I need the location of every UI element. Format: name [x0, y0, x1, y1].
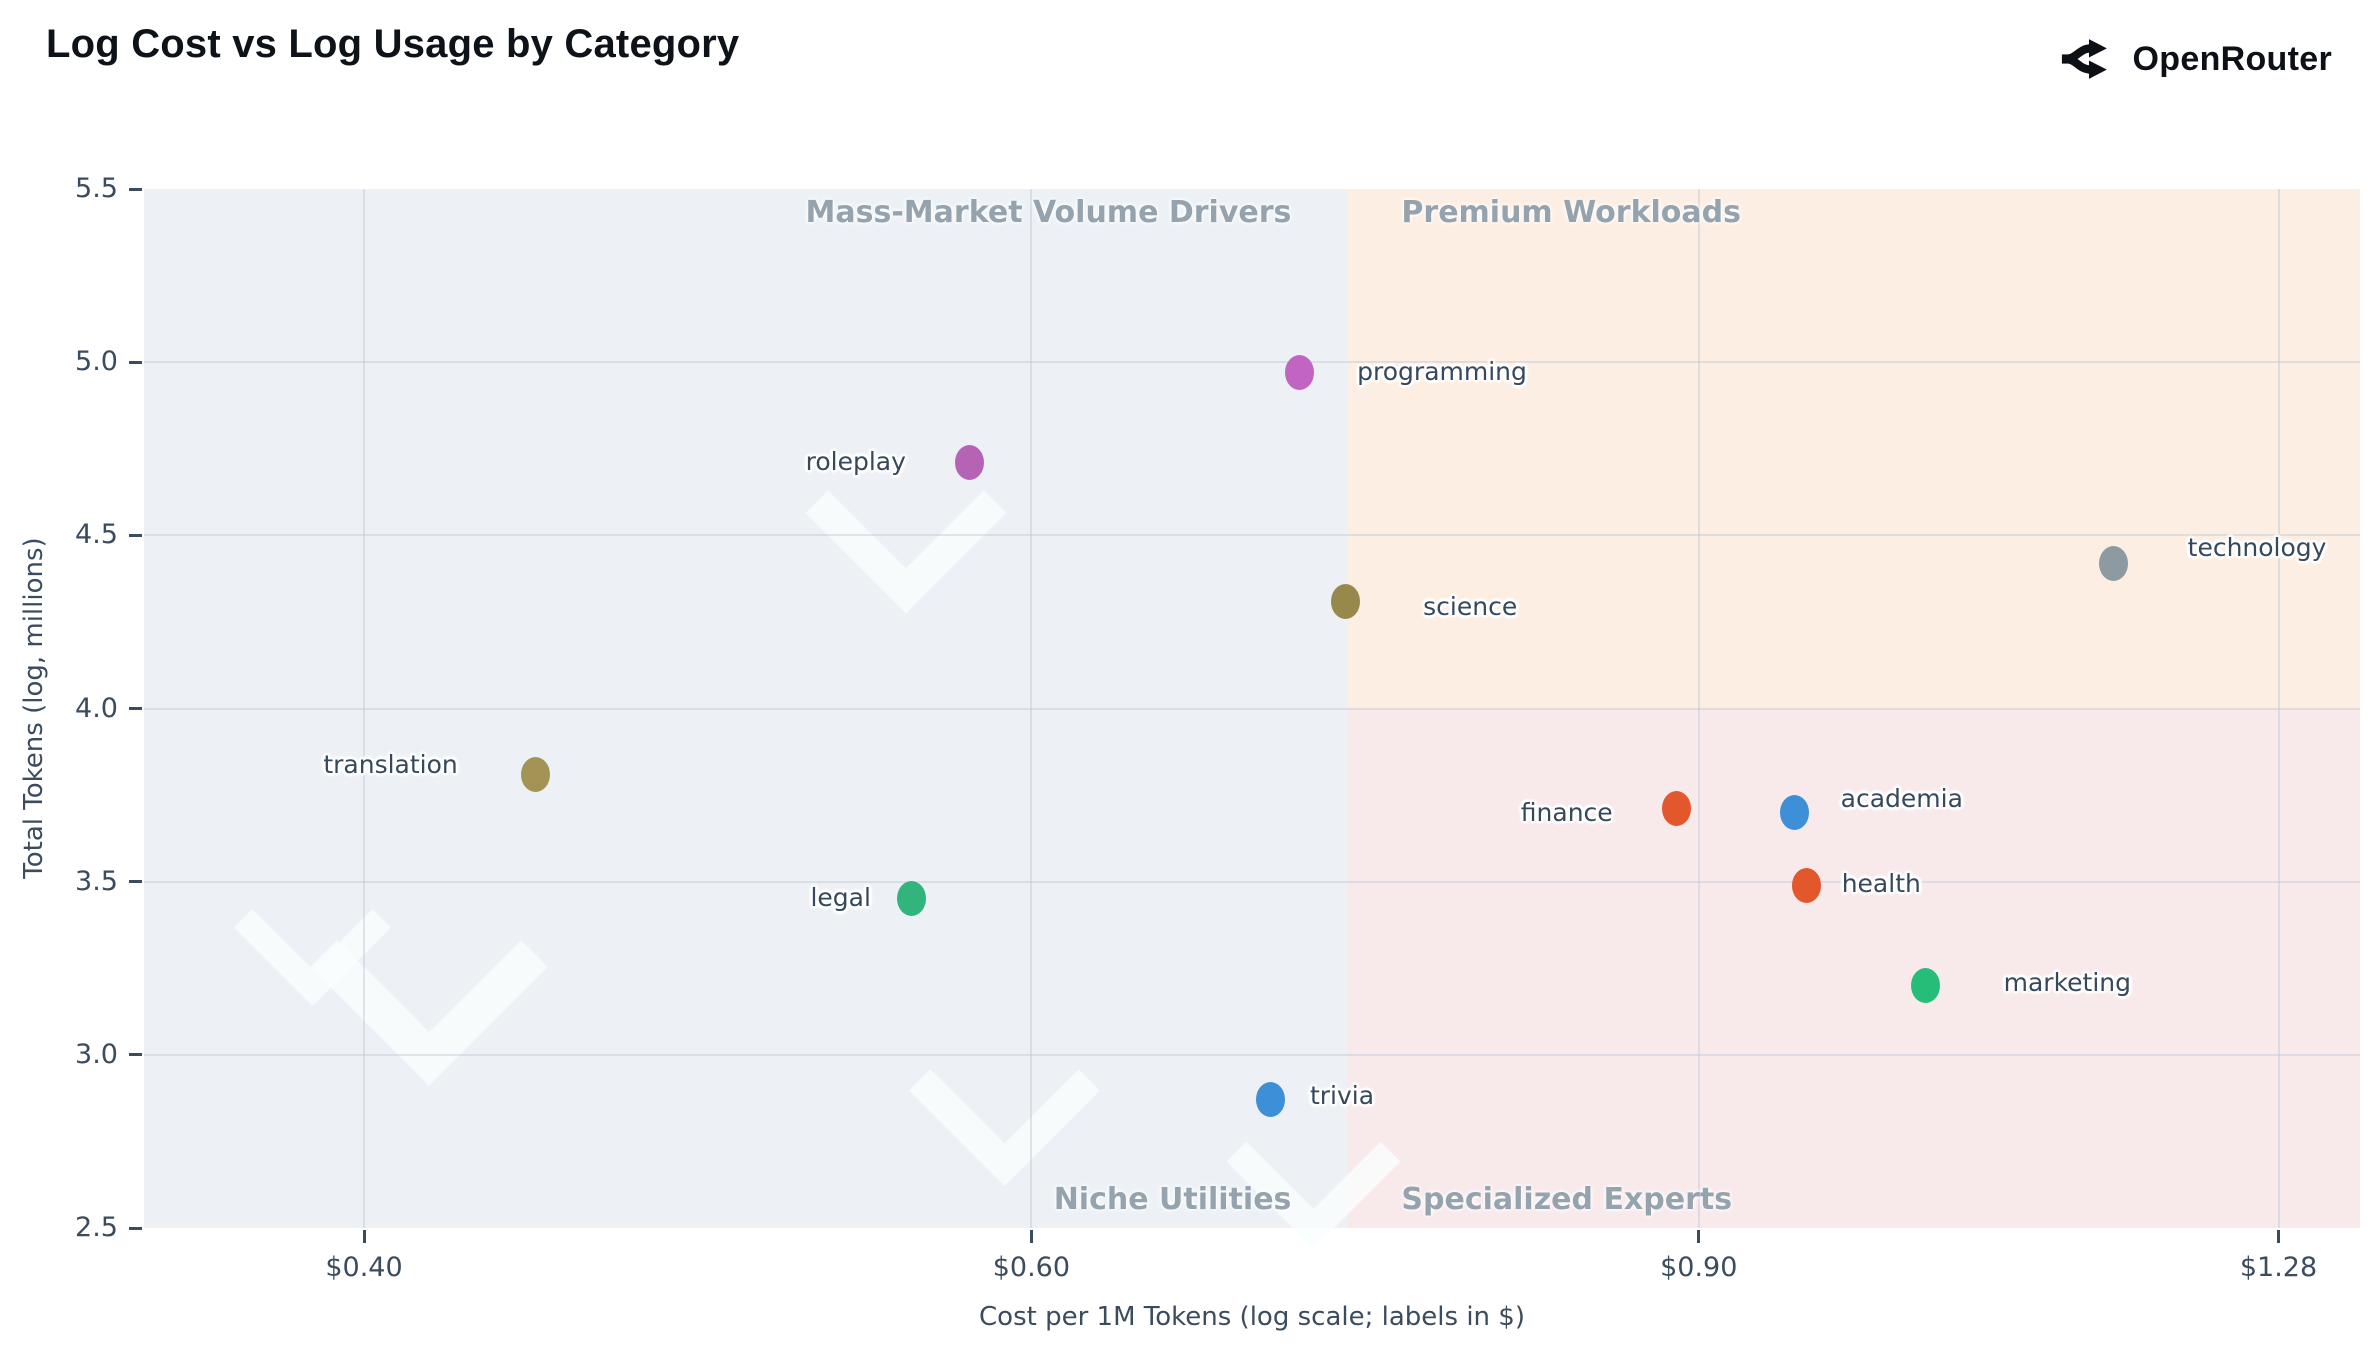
y-tick	[129, 1226, 142, 1230]
x-tick-label: $1.28	[2239, 1252, 2318, 1283]
point-trivia	[1256, 1082, 1286, 1118]
point-label-translation: translation	[323, 750, 458, 780]
page-title: Log Cost vs Log Usage by Category	[46, 22, 740, 66]
zone-premium-workloads	[1347, 189, 2360, 709]
y-tick-label: 3.5	[75, 865, 118, 897]
y-tick-label: 4.0	[75, 692, 118, 724]
point-label-finance: finance	[1520, 797, 1613, 827]
point-label-legal: legal	[810, 882, 871, 912]
gridline-horizontal	[144, 534, 2360, 537]
quadrant-label-bottom-left: Niche Utilities	[1053, 1182, 1292, 1217]
gridline-vertical	[2277, 189, 2280, 1228]
quadrant-label-bottom-right: Specialized Experts	[1401, 1182, 1733, 1217]
point-label-roleplay: roleplay	[805, 446, 906, 476]
point-roleplay	[955, 445, 985, 481]
gridline-vertical	[1697, 189, 1700, 1228]
y-tick	[129, 360, 142, 364]
gridline-horizontal	[144, 361, 2360, 364]
y-tick	[129, 707, 142, 710]
x-tick-label: $0.40	[325, 1252, 403, 1283]
zone-mass-market-niche	[144, 189, 1348, 1228]
gridline-horizontal	[144, 707, 2360, 710]
y-tick	[129, 880, 142, 884]
y-tick	[129, 533, 142, 537]
point-label-programming: programming	[1357, 356, 1527, 386]
x-tick	[2277, 1230, 2281, 1243]
y-tick	[129, 1053, 142, 1057]
x-axis-title: Cost per 1M Tokens (log scale; labels in…	[979, 1302, 1525, 1332]
point-translation	[521, 756, 551, 792]
point-marketing	[1911, 968, 1941, 1004]
point-technology	[2099, 545, 2129, 581]
gridline-vertical	[1030, 189, 1033, 1228]
y-tick	[129, 187, 142, 191]
point-label-science: science	[1423, 592, 1518, 622]
gridline-horizontal	[144, 880, 2360, 883]
y-tick-label: 3.0	[75, 1038, 118, 1070]
openrouter-logo: OpenRouter	[2059, 30, 2332, 88]
x-tick	[362, 1230, 366, 1243]
y-axis-title: Total Tokens (log, millions)	[19, 537, 49, 879]
x-tick	[1029, 1230, 1033, 1243]
point-science	[1330, 583, 1360, 619]
plot-area: Mass-Market Volume Drivers Premium Workl…	[144, 189, 2360, 1249]
point-label-health: health	[1841, 869, 1921, 899]
x-tick	[1697, 1230, 1701, 1243]
quadrant-label-top-right: Premium Workloads	[1401, 195, 1741, 230]
x-tick-label: $0.90	[1660, 1252, 1738, 1283]
gridline-vertical	[363, 189, 365, 1228]
point-health	[1792, 867, 1822, 903]
quadrant-label-top-left: Mass-Market Volume Drivers	[805, 195, 1292, 230]
zone-specialized-experts	[1347, 708, 2360, 1228]
point-label-trivia: trivia	[1309, 1080, 1375, 1110]
point-programming	[1284, 355, 1314, 391]
gridline-horizontal	[144, 1053, 2360, 1056]
y-tick-label: 5.0	[75, 346, 118, 378]
point-label-academia: academia	[1840, 784, 1963, 814]
y-tick-label: 5.5	[75, 173, 118, 204]
y-tick-label: 2.5	[75, 1212, 118, 1243]
point-finance	[1662, 791, 1692, 827]
openrouter-route-icon	[2059, 30, 2117, 88]
openrouter-wordmark: OpenRouter	[2132, 39, 2332, 78]
point-label-technology: technology	[2187, 532, 2327, 562]
point-academia	[1780, 794, 1810, 830]
point-label-marketing: marketing	[2003, 967, 2132, 997]
x-tick-label: $0.60	[992, 1252, 1071, 1283]
y-tick-label: 4.5	[75, 519, 118, 551]
point-legal	[897, 881, 927, 917]
